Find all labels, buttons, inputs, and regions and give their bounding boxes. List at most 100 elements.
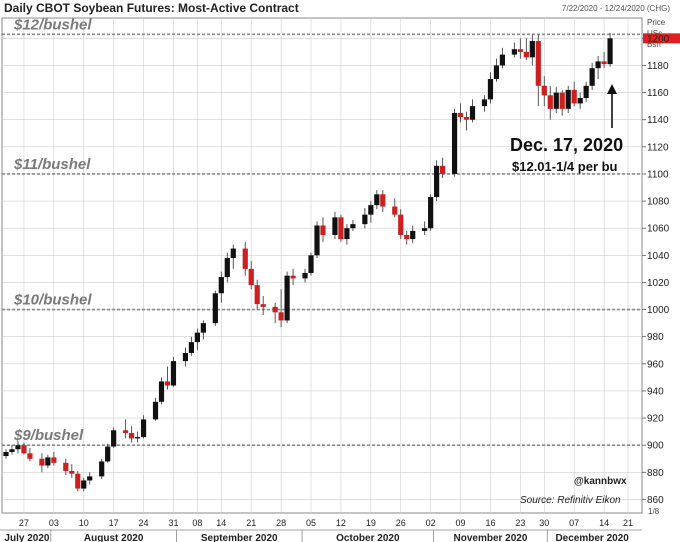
candle-body [290, 275, 296, 279]
candle-down [63, 458, 69, 476]
candle-up [308, 252, 314, 276]
candle-body [302, 272, 308, 279]
y-tick-label: 880 [647, 468, 664, 479]
candle-up [15, 441, 21, 454]
candle-body [440, 165, 446, 174]
y-tick-label: 1060 [647, 224, 670, 235]
candle-body [111, 430, 117, 447]
candle-up [105, 443, 111, 463]
candle-up [99, 458, 105, 480]
axis-header-price: Price [647, 18, 666, 27]
candle-up [422, 221, 428, 235]
candle-down [601, 51, 607, 69]
candle-body [320, 225, 326, 235]
candle-body [3, 451, 9, 457]
reference-level-label: $11/bushel [13, 156, 91, 173]
last-price-marker [643, 33, 680, 44]
candle-down [260, 296, 266, 315]
candle-body [9, 449, 15, 452]
x-tick-label: 21 [623, 518, 633, 528]
candle-body [272, 306, 278, 313]
candle-down [272, 302, 278, 324]
candle-up [188, 336, 195, 356]
candle-up [212, 290, 218, 326]
candles [3, 32, 613, 492]
y-axis: 860 880 900 920 940 960 980 1000 1020 1040 1060 108… [642, 33, 680, 506]
candle-down [51, 451, 57, 466]
candle-body [242, 248, 248, 269]
candle-up [218, 271, 224, 303]
candle-up [577, 92, 583, 109]
candle-body [511, 49, 517, 55]
y-tick-label: 1160 [647, 88, 669, 99]
month-label: December 2020 [555, 533, 629, 542]
candle-body [105, 446, 111, 462]
candle-body [463, 117, 470, 120]
candle-down [21, 442, 27, 455]
x-tick-label: 10 [79, 518, 89, 528]
candle-up [553, 87, 559, 113]
candle-body [278, 312, 284, 321]
month-label: November 2020 [453, 533, 527, 542]
y-tick-label: 1180 [647, 61, 669, 72]
candle-body [152, 401, 159, 420]
candle-up [589, 62, 595, 90]
candle-up [158, 377, 165, 405]
candle-up [368, 201, 374, 223]
candle-body [577, 98, 583, 104]
candle-body [99, 461, 105, 477]
credit-source: Source: Refinitiv Eikon [520, 495, 621, 506]
candle-down [517, 38, 523, 59]
candle-body [601, 61, 607, 65]
x-tick-label: 31 [168, 518, 178, 528]
candle-body [559, 92, 565, 109]
reference-level-label: $9/bushel [13, 427, 84, 444]
candle-body [75, 473, 81, 489]
candle-down [547, 85, 553, 120]
x-tick-label: 16 [485, 518, 495, 528]
candle-up [344, 224, 350, 245]
candle-up [583, 81, 589, 103]
chart-title: Daily CBOT Soybean Futures: Most-Active … [4, 1, 299, 15]
candle-up [595, 55, 601, 80]
month-label: July 2020 [4, 533, 49, 542]
candle-body [571, 89, 577, 104]
candle-body [27, 453, 33, 459]
x-tick-label: 05 [306, 518, 316, 528]
candle-down [571, 81, 577, 107]
candle-body [607, 38, 613, 65]
candle-body [45, 457, 51, 466]
candle-down [164, 366, 171, 390]
annotation-date: Dec. 17, 2020 [510, 135, 623, 155]
candle-up [493, 58, 500, 82]
x-tick-label: 27 [19, 518, 29, 528]
candle-body [69, 470, 75, 474]
y-tick-label: 1100 [647, 169, 669, 180]
x-tick-label: 28 [276, 518, 286, 528]
candle-body [164, 381, 171, 386]
x-tick-label: 14 [216, 518, 226, 528]
candle-up [81, 477, 87, 492]
annotation-price: $12.01-1/4 per bu [512, 159, 618, 174]
candle-body [410, 230, 416, 240]
candle-body [254, 285, 260, 305]
candle-down [69, 464, 75, 478]
candle-down [242, 241, 248, 276]
candle-body [457, 112, 464, 117]
candle-down [123, 419, 129, 439]
candle-body [434, 165, 440, 198]
candle-body [362, 214, 368, 225]
candle-down [338, 214, 344, 242]
date-range: 7/22/2020 - 12/24/2020 (CHG) [561, 4, 670, 13]
candle-body [595, 61, 601, 69]
candle-up [152, 397, 159, 421]
candle-down [75, 470, 81, 492]
candle-down [559, 89, 565, 116]
candle-body [15, 445, 21, 450]
candle-down [27, 447, 33, 462]
candle-body [422, 228, 428, 231]
y-tick-label: 980 [647, 332, 664, 343]
x-tick-label: 23 [515, 518, 525, 528]
candle-body [194, 332, 200, 343]
candle-up [481, 95, 488, 112]
